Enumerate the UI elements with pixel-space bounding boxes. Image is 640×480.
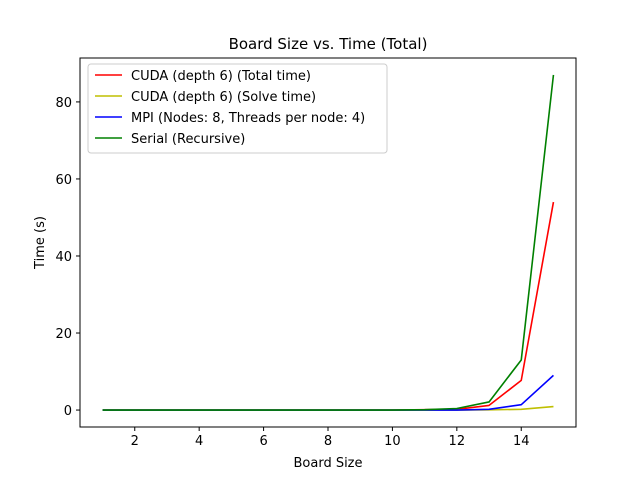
plot-frame xyxy=(79,57,577,428)
legend-box xyxy=(87,63,388,154)
x-axis-ticks: 2 4 6 8 10 12 14 xyxy=(131,427,530,449)
series-lines xyxy=(102,74,555,411)
y-axis-ticks: 0 20 40 60 80 xyxy=(55,96,80,419)
y-tick-label: 40 xyxy=(55,250,72,265)
y-tick-label: 0 xyxy=(64,404,72,419)
legend-label: CUDA (depth 6) (Solve time) xyxy=(131,90,316,105)
y-tick-label: 20 xyxy=(55,327,72,342)
x-tick-label: 12 xyxy=(449,434,466,449)
y-tick-label: 60 xyxy=(55,173,72,188)
legend-label: CUDA (depth 6) (Total time) xyxy=(131,69,311,84)
series-line-1 xyxy=(102,201,555,411)
series-line-4 xyxy=(102,74,555,411)
x-axis-label: Board Size xyxy=(293,456,362,471)
x-tick-label: 6 xyxy=(259,434,267,449)
series-line-3 xyxy=(102,374,554,411)
x-tick-label: 4 xyxy=(195,434,203,449)
legend-label: MPI (Nodes: 8, Threads per node: 4) xyxy=(131,111,365,126)
y-tick-label: 80 xyxy=(55,96,72,111)
x-tick-label: 8 xyxy=(324,434,332,449)
chart-title: Board Size vs. Time (Total) xyxy=(229,35,428,53)
x-tick-label: 10 xyxy=(384,434,401,449)
legend-label: Serial (Recursive) xyxy=(131,132,245,147)
x-tick-label: 2 xyxy=(131,434,139,449)
legend: CUDA (depth 6) (Total time) CUDA (depth 6… xyxy=(87,63,388,154)
y-axis-label: Time (s) xyxy=(33,216,48,270)
x-tick-label: 14 xyxy=(513,434,530,449)
